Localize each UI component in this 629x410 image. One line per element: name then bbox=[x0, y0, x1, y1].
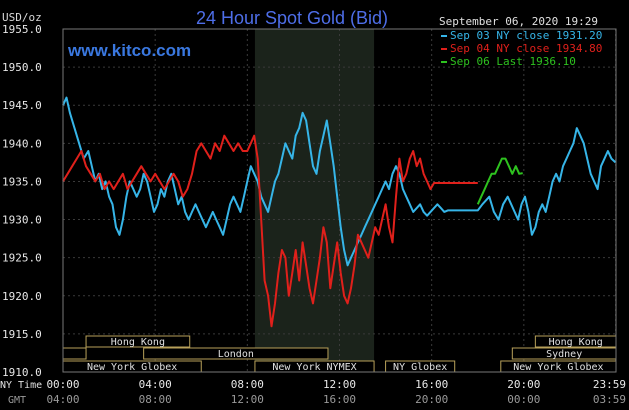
session-label: Hong Kong bbox=[549, 337, 603, 348]
y-tick-label: 1950.0 bbox=[2, 61, 42, 74]
session-bar bbox=[62, 347, 87, 360]
y-tick-label: 1945.0 bbox=[2, 99, 42, 112]
x-label-ny-time: NY Time bbox=[0, 380, 42, 391]
y-tick-label: 1930.0 bbox=[2, 214, 42, 227]
legend-entry: Sep 03 NY close 1931.20 bbox=[450, 29, 602, 42]
x-tick-label-gmt: 04:00 bbox=[46, 393, 79, 406]
x-tick-label-ny: 00:00 bbox=[46, 378, 79, 391]
x-tick-label-ny: 20:00 bbox=[507, 378, 540, 391]
session-bar bbox=[143, 347, 329, 360]
x-tick-label-ny: 08:00 bbox=[231, 378, 264, 391]
session-label: NY Globex bbox=[393, 362, 447, 373]
session-bars: Hong Kong Hong Kong London Sydney New York G… bbox=[62, 335, 617, 373]
x-tick-label-gmt: 03:59 bbox=[593, 393, 626, 406]
x-tick-label-ny: 23:59 bbox=[593, 378, 626, 391]
y-axis-unit-label: USD/oz bbox=[2, 11, 42, 24]
x-tick-label-ny: 04:00 bbox=[139, 378, 172, 391]
x-tick-label-ny: 12:00 bbox=[323, 378, 356, 391]
series-line-3 bbox=[476, 157, 523, 205]
legend-entry: Sep 04 NY close 1934.80 bbox=[450, 42, 602, 55]
nymex-session-band bbox=[254, 29, 375, 372]
x-label-gmt: GMT bbox=[8, 395, 26, 406]
x-tick-labels: 00:00 04:00 04:00 08:00 08:00 12:00 12:00 16:00… bbox=[46, 378, 626, 406]
x-tick-label-gmt: 08:00 bbox=[139, 393, 172, 406]
session-bar bbox=[85, 335, 191, 348]
legend-entry: Sep 06 Last 1936.10 bbox=[450, 55, 576, 68]
chart-date: September 06, 2020 19:29 bbox=[439, 15, 598, 28]
y-tick-label: 1920.0 bbox=[2, 290, 42, 303]
y-tick-label: 1915.0 bbox=[2, 328, 42, 341]
x-tick-label-ny: 16:00 bbox=[415, 378, 448, 391]
x-tick-label-gmt: 00:00 bbox=[507, 393, 540, 406]
kitco-watermark: www.kitco.com bbox=[67, 41, 191, 60]
session-label: Sydney bbox=[546, 349, 582, 360]
x-tick-label-gmt: 20:00 bbox=[415, 393, 448, 406]
session-label: New York Globex bbox=[87, 362, 177, 373]
y-tick-label: 1955.0 bbox=[2, 23, 42, 36]
x-tick-label-gmt: 16:00 bbox=[323, 393, 356, 406]
y-tick-label: 1910.0 bbox=[2, 366, 42, 379]
y-tick-label: 1925.0 bbox=[2, 252, 42, 265]
y-tick-label: 1940.0 bbox=[2, 137, 42, 150]
series-line-1 bbox=[62, 96, 617, 267]
x-tick-label-gmt: 12:00 bbox=[231, 393, 264, 406]
plot-frame bbox=[62, 28, 617, 373]
session-label: London bbox=[218, 349, 254, 360]
session-label: Hong Kong bbox=[111, 337, 165, 348]
series-layer bbox=[62, 96, 617, 328]
y-tick-label: 1935.0 bbox=[2, 175, 42, 188]
session-label: New York Globex bbox=[513, 362, 603, 373]
session-label: New York NYMEX bbox=[272, 362, 356, 373]
series-line-2 bbox=[62, 134, 478, 328]
chart-title: 24 Hour Spot Gold (Bid) bbox=[196, 8, 388, 28]
y-tick-labels: 1955.0 1950.0 1945.0 1940.0 1935.0 1930.0 1925… bbox=[2, 23, 42, 379]
